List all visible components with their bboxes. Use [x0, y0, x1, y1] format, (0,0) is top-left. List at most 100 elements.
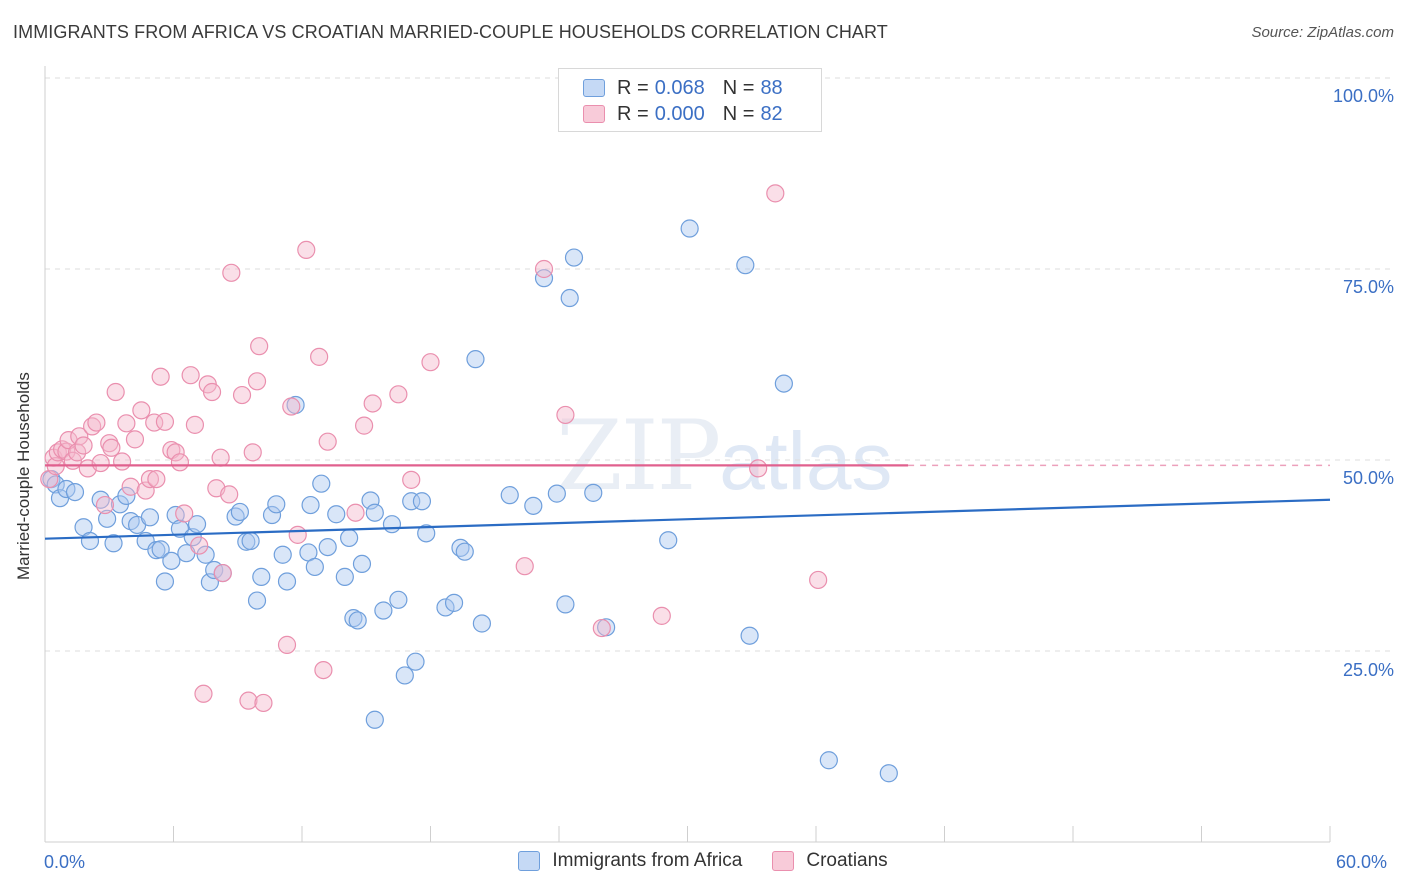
croatian-point [310, 347, 329, 366]
africa-point [252, 567, 271, 586]
series-swatch-croatians [772, 851, 795, 871]
croatian-point [202, 382, 222, 402]
series-legend: Immigrants from Africa Croatians [0, 850, 1406, 872]
africa-point [455, 542, 474, 561]
africa-point [267, 495, 286, 514]
croatian-point [166, 443, 185, 462]
chart-title: IMMIGRANTS FROM AFRICA VS CROATIAN MARRI… [13, 22, 888, 42]
croatian-point [282, 397, 301, 416]
croatian-point [213, 563, 232, 583]
africa-point [560, 288, 579, 308]
watermark-zip: ZIP [556, 400, 721, 512]
africa-point [187, 515, 207, 534]
croatian-point [220, 485, 239, 504]
africa-point [417, 524, 436, 543]
croatian-point [749, 459, 768, 478]
croatian-point [125, 430, 145, 449]
croatian-point [121, 477, 140, 496]
legend-n-value: 88 [760, 76, 783, 99]
croatian-point [95, 495, 115, 515]
africa-point [406, 652, 425, 671]
africa-point [389, 590, 408, 609]
legend-swatch-croatians [583, 105, 605, 123]
croatian-point [140, 470, 160, 489]
source-note: Source: ZipAtlas.com [1251, 24, 1394, 41]
africa-point [277, 572, 297, 591]
africa-point [819, 751, 838, 770]
legend-n-label: N = [722, 76, 755, 99]
croatian-point [277, 635, 297, 654]
legend-r-label: R = [617, 102, 649, 125]
legend-r-value: 0.000 [654, 102, 705, 125]
legend-n-value: 82 [760, 102, 783, 125]
legend-row-africa: R = 0.068 N = 88 [583, 77, 783, 99]
croatian-point [170, 453, 190, 472]
africa-trend-line [44, 498, 1331, 540]
stats-legend: R = 0.068 N = 88 R = 0.000 N = 82 [558, 68, 822, 132]
series-legend-croatians[interactable]: Croatians [772, 850, 888, 872]
x-tick-label-min: 0.0% [44, 852, 86, 872]
croatian-point [222, 263, 241, 282]
croatian-point [190, 536, 209, 555]
watermark-atlas: atlas [719, 416, 893, 507]
croatian-point [243, 443, 262, 462]
croatian-point [318, 432, 337, 451]
y-tick-label-75: 75.0% [1342, 277, 1394, 297]
africa-point [155, 572, 175, 591]
africa-point [374, 601, 393, 620]
africa-point [740, 626, 759, 645]
africa-point [556, 595, 575, 614]
croatian-point [155, 412, 175, 431]
croatian-point [132, 401, 151, 420]
croatian-point [250, 337, 269, 356]
croatian-point [314, 660, 333, 680]
africa-point [104, 534, 123, 553]
croatian-point [87, 413, 106, 432]
legend-n-label: N = [722, 102, 755, 125]
croatian-point [766, 184, 785, 203]
legend-r-label: R = [617, 76, 649, 99]
croatian-point [288, 525, 307, 544]
africa-point [382, 515, 402, 534]
croatian-point [421, 353, 440, 372]
watermark: ZIPatlas [556, 400, 892, 512]
africa-point [162, 551, 181, 570]
africa-point [80, 531, 100, 551]
croatian-point [151, 367, 170, 386]
y-tick-label-100: 100.0% [1332, 86, 1394, 106]
croatian-point [194, 684, 213, 703]
croatian-point [102, 438, 121, 457]
africa-point [500, 486, 519, 505]
series-legend-africa[interactable]: Immigrants from Africa [518, 850, 742, 872]
africa-point [335, 567, 354, 586]
africa-point [301, 495, 320, 515]
africa-point [365, 503, 384, 522]
croatian-point [232, 385, 252, 405]
croatian-point [592, 618, 611, 638]
croatian-point [534, 259, 554, 279]
croatian-point [70, 427, 89, 446]
series-legend-label: Immigrants from Africa [552, 850, 743, 871]
croatian-point [68, 443, 87, 462]
croatian-point [175, 504, 194, 523]
croatian-point [297, 240, 316, 259]
africa-point [318, 537, 337, 557]
croatian-point [346, 503, 365, 522]
africa-point [196, 545, 215, 564]
y-axis-label: Married-couple Households [14, 372, 33, 580]
africa-point [348, 611, 367, 630]
croatian-point [112, 452, 132, 471]
croatian-point [91, 453, 110, 473]
croatian-point [247, 372, 267, 391]
africa-point [402, 492, 421, 511]
series-legend-label: Croatians [806, 850, 888, 871]
africa-point [534, 269, 554, 288]
croatian-point [106, 382, 125, 402]
croatian-point [211, 448, 230, 467]
croatian-point [809, 570, 828, 590]
africa-point [312, 474, 331, 493]
croatian-point [355, 416, 374, 435]
series-swatch-africa [518, 851, 541, 871]
croatian-point [74, 436, 93, 455]
